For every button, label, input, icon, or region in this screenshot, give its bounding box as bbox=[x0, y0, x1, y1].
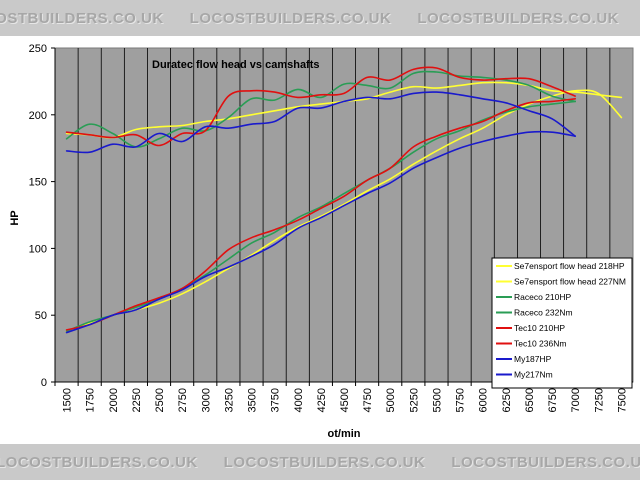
x-tick-label: 1750 bbox=[85, 388, 97, 412]
x-tick-label: 5250 bbox=[408, 388, 420, 412]
x-tick-label: 5000 bbox=[385, 388, 397, 412]
x-tick-label: 1500 bbox=[62, 388, 74, 412]
series-line-se7ensport-flow-head-227nm bbox=[65, 89, 623, 332]
x-tick-label: 2500 bbox=[154, 388, 166, 412]
x-tick-label: 4500 bbox=[339, 388, 351, 412]
watermark-banner-top: LOCOSTBUILDERS.CO.UK LOCOSTBUILDERS.CO.U… bbox=[0, 0, 640, 36]
x-tick-label: 7500 bbox=[616, 388, 628, 412]
x-tick-label: 4750 bbox=[362, 388, 374, 412]
x-tick-label: 7250 bbox=[593, 388, 605, 412]
y-tick-label: 150 bbox=[29, 177, 47, 189]
x-tick-label: 2250 bbox=[131, 388, 143, 412]
x-tick-label: 3000 bbox=[200, 388, 212, 412]
x-tick-label: 4000 bbox=[293, 388, 305, 412]
x-tick-label: 5500 bbox=[431, 388, 443, 412]
y-tick-label: 250 bbox=[29, 43, 47, 55]
axes: 0 50 100 150 200 250 1500 1750 2000 2250 2500 2750 3… bbox=[29, 43, 633, 412]
y-axis-label: HP bbox=[9, 210, 21, 225]
legend-entry-label: My217Nm bbox=[514, 370, 553, 380]
y-tick-label: 100 bbox=[29, 243, 47, 255]
legend-entry-label: Tec10 210HP bbox=[514, 323, 565, 333]
watermark-text: LOCOSTBUILDERS.CO.UK bbox=[189, 9, 392, 27]
x-axis-label: ot/min bbox=[328, 428, 361, 440]
legend-entry-label: My187HP bbox=[514, 354, 552, 364]
legend-box bbox=[491, 257, 633, 389]
x-tick-label: 4250 bbox=[316, 388, 328, 412]
series-line-raceco-210hp bbox=[65, 70, 576, 148]
legend-entry-label: Raceco 210HP bbox=[514, 292, 572, 302]
chart: 0 50 100 150 200 250 1500 1750 2000 2250 2500 2750 3… bbox=[9, 43, 634, 440]
watermark-text: LOCOSTBUILDERS.CO.UK bbox=[451, 453, 640, 471]
x-tick-label: 6500 bbox=[524, 388, 536, 412]
legend-entry-label: Raceco 232Nm bbox=[514, 308, 573, 318]
watermark-text: LOCOSTBUILDERS.CO.UK bbox=[223, 453, 426, 471]
chart-title: Duratec flow head vs camshafts bbox=[152, 59, 320, 71]
x-tick-label: 3250 bbox=[223, 388, 235, 412]
x-tick-label: 6000 bbox=[478, 388, 490, 412]
x-tick-label: 5750 bbox=[455, 388, 467, 412]
y-tick-label: 50 bbox=[35, 310, 47, 322]
watermark-text: LOCOSTBUILDERS.CO.UK bbox=[0, 9, 164, 27]
legend-entry-label: Se7ensport flow head 218HP bbox=[514, 261, 625, 271]
series-line-tec10-236nm bbox=[65, 98, 576, 331]
x-tick-label: 6750 bbox=[547, 388, 559, 412]
y-tick-label: 200 bbox=[29, 110, 47, 122]
x-tick-label: 3500 bbox=[247, 388, 259, 412]
series-line-my187hp bbox=[65, 91, 576, 154]
x-tick-label: 7000 bbox=[570, 388, 582, 412]
y-tick-label: 0 bbox=[41, 377, 47, 389]
x-tick-label: 2000 bbox=[108, 388, 120, 412]
series-lines bbox=[65, 66, 623, 334]
x-tick-label: 6250 bbox=[501, 388, 513, 412]
watermark-text: LOCOSTBUILDERS.CO.UK bbox=[0, 453, 198, 471]
x-tick-label: 3750 bbox=[270, 388, 282, 412]
legend-entry-label: Tec10 236Nm bbox=[514, 339, 566, 349]
x-tick-label: 2750 bbox=[177, 388, 189, 412]
legend-entry-label: Se7ensport flow head 227NM bbox=[514, 277, 626, 287]
watermark-banner-bottom: LOCOSTBUILDERS.CO.UK LOCOSTBUILDERS.CO.U… bbox=[0, 444, 640, 480]
series-line-tec10-210hp bbox=[65, 66, 576, 147]
legend: Se7ensport flow head 218HP Se7ensport flo… bbox=[491, 257, 633, 389]
series-line-my217nm bbox=[65, 130, 576, 334]
watermark-text: LOCOSTBUILDERS.CO.UK bbox=[417, 9, 620, 27]
